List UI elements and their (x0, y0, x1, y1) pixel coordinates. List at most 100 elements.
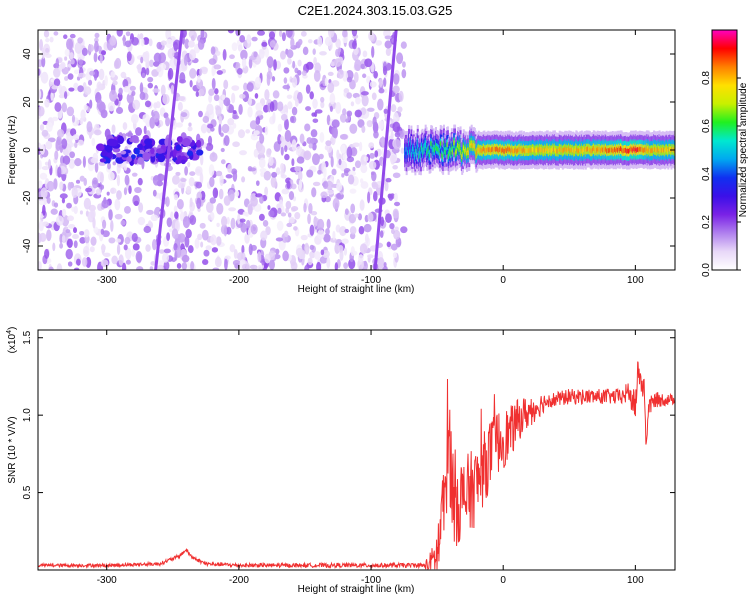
heatmap-cell-758 (67, 249, 73, 258)
heatmap-cell-1324 (223, 225, 227, 237)
heatmap-cell-1517 (38, 220, 44, 232)
heatmap-cell-624 (287, 212, 292, 218)
heatmap-cell-1191 (69, 151, 76, 159)
heatmap-cell-1516 (104, 75, 108, 87)
heatmap-cell-1284 (351, 30, 358, 37)
heatmap-cell-985 (338, 158, 342, 166)
heatmap-cell-1494 (176, 246, 182, 259)
heatmap-cell-1715 (186, 150, 193, 157)
heatmap-cell-1593 (336, 182, 343, 192)
heatmap-cell-1597 (67, 261, 73, 267)
heatmap-cell-1131 (100, 184, 105, 190)
heatmap-cell-1515 (83, 197, 92, 210)
heatmap-cell-1674 (196, 149, 204, 156)
heatmap-cell-1220 (163, 260, 170, 270)
heatmap-cell-1020 (160, 84, 166, 97)
heatmap-cell-997 (124, 247, 132, 260)
heatmap-cell-1536 (242, 211, 248, 216)
heatmap-cell-1022 (342, 36, 349, 44)
heatmap-cell-1318 (92, 217, 96, 229)
heatmap-cell-358 (352, 166, 356, 172)
heatmap-cell-881 (50, 91, 54, 101)
heatmap-cell-1572 (81, 47, 88, 57)
heatmap-cell-1302 (305, 246, 310, 255)
heatmap-cell-1470 (133, 200, 139, 207)
heatmap-cell-165 (250, 133, 259, 141)
heatmap-cell-1712 (137, 143, 143, 150)
heatmap-cell-1322 (301, 70, 307, 76)
heatmap-cell-1254 (83, 86, 92, 96)
heatmap-cell-427 (392, 85, 400, 94)
heatmap-cell-303 (275, 60, 282, 70)
heatmap-cell-1332 (313, 70, 321, 82)
heatmap-cell-1724 (117, 135, 125, 145)
heatmap-cell-1717 (180, 159, 186, 165)
heatmap-cell-913 (64, 48, 70, 57)
heatmap-cell-202 (147, 82, 154, 89)
heatmap-cell-817 (53, 78, 61, 87)
colorbar: 0.0 0.2 0.4 0.6 0.8 Normalized spectral ampl… (701, 29, 749, 277)
heatmap-cell-1509 (202, 115, 210, 124)
heatmap-cells (38, 30, 675, 270)
heatmap-cell-1415 (237, 213, 241, 225)
heatmap-cell-977 (67, 215, 74, 222)
heatmap-cell-545 (108, 209, 113, 221)
heatmap-cell-568 (377, 98, 384, 111)
heatmap-cell-457 (386, 241, 391, 248)
heatmap-cell-1501 (142, 113, 150, 123)
heatmap-cell-1087 (277, 101, 284, 112)
heatmap-cell-1043 (72, 234, 80, 240)
heatmap-cell-1530 (257, 251, 262, 263)
heatmap-cell-579 (137, 63, 142, 74)
heatmap-cell-1327 (205, 110, 210, 116)
heatmap-cell-1281 (394, 201, 401, 207)
heatmap-cell-1725 (137, 157, 145, 165)
heatmap-cell-688 (120, 220, 126, 226)
heatmap-cell-1489 (112, 80, 118, 86)
heatmap-cell-955 (197, 39, 205, 50)
heatmap-cell-952 (94, 32, 100, 38)
heatmap-cell-1453 (254, 76, 262, 88)
heatmap-cell-1482 (85, 187, 93, 193)
heatmap-cell-1585 (392, 121, 401, 133)
heatmap-cell-1405 (196, 197, 202, 210)
heatmap-cell-1035 (167, 67, 174, 80)
heatmap-cell-102 (263, 170, 272, 181)
heatmap-cell-889 (48, 266, 54, 270)
heatmap-cell-1062 (211, 65, 215, 77)
heatmap-cell-1290 (208, 58, 217, 65)
heatmap-cell-797 (63, 34, 68, 40)
heatmap-cell-1716 (106, 157, 111, 164)
heatmap-cell-291 (53, 31, 59, 36)
heatmap-cell-1582 (333, 58, 342, 67)
heatmap-cell-38 (280, 50, 287, 60)
heatmap-cell-1146 (290, 205, 299, 212)
heatmap-cell-971 (108, 171, 115, 181)
heatmap-cell-1591 (402, 61, 406, 68)
heatmap-cell-86 (147, 76, 154, 83)
heatmap-cell-1195 (129, 85, 136, 91)
heatmap-cell-976 (208, 88, 215, 96)
heatmap-cell-552 (90, 236, 97, 246)
heatmap-cell-644 (59, 233, 63, 244)
heatmap-cell-1739 (181, 137, 191, 147)
heatmap-cell-1406 (160, 40, 167, 46)
heatmap-cell-1464 (87, 44, 95, 52)
heatmap-cell-1735 (156, 148, 164, 154)
heatmap-cell-1051 (299, 133, 305, 144)
heatmap-cell-1570 (38, 180, 43, 189)
heatmap-cell-1159 (213, 64, 222, 70)
heatmap-cell-616 (103, 252, 111, 257)
colorbar-label: Normalized spectral amplitude (738, 82, 749, 217)
heatmap-cell-1376 (109, 89, 118, 102)
heatmap-cell-968 (143, 225, 152, 234)
heatmap-cell-500 (205, 201, 214, 213)
heatmap-cell-687 (350, 101, 355, 107)
heatmap-cell-1471 (231, 42, 238, 52)
heatmap-cell-1416 (51, 85, 59, 90)
heatmap-cell-1532 (61, 235, 66, 243)
spectrogram-y-tick-label-3: 20 (22, 96, 33, 108)
heatmap-cell-1399 (348, 170, 356, 177)
svg-text:(x104): (x104) (6, 327, 18, 354)
heatmap-cell-1266 (124, 40, 132, 48)
